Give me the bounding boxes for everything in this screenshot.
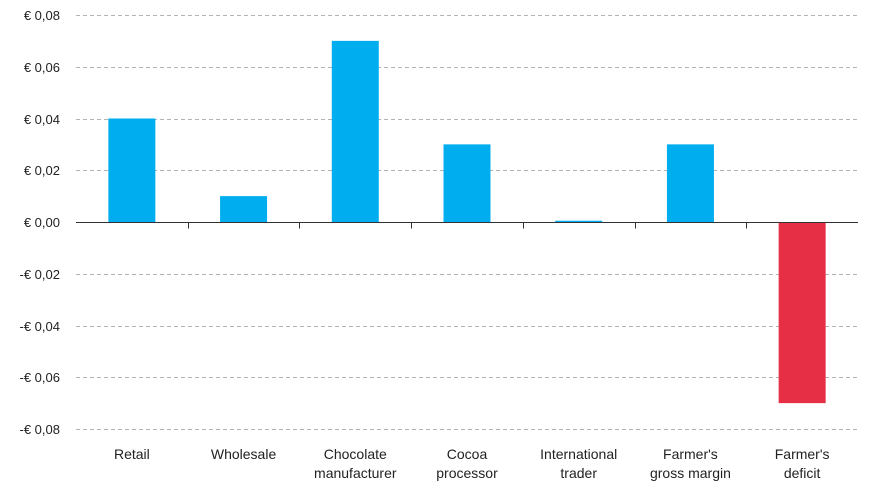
bars	[108, 40, 826, 404]
y-tick-label: € 0,00	[24, 215, 60, 230]
x-category-label: International	[540, 446, 617, 462]
bar	[108, 118, 156, 222]
bar	[778, 222, 826, 404]
x-category-label: Farmer's	[775, 446, 830, 462]
y-tick-label: € 0,06	[24, 60, 60, 75]
x-axis	[76, 222, 858, 229]
y-tick-label: -€ 0,06	[20, 370, 60, 385]
x-category-label: Wholesale	[211, 446, 277, 462]
bar	[555, 220, 603, 222]
x-category-label: gross margin	[650, 465, 731, 481]
bar	[666, 144, 714, 222]
x-category-label: processor	[436, 465, 498, 481]
x-category-label: trader	[560, 465, 597, 481]
gridlines	[76, 15, 858, 430]
x-category-label: Cocoa	[447, 446, 488, 462]
y-tick-label: -€ 0,08	[20, 422, 60, 437]
y-tick-label: -€ 0,04	[20, 319, 60, 334]
y-tick-label: -€ 0,02	[20, 267, 60, 282]
x-category-label: manufacturer	[314, 465, 397, 481]
y-tick-label: € 0,08	[24, 8, 60, 23]
bar	[331, 40, 379, 222]
bar	[220, 196, 268, 222]
y-axis-tick-labels: € 0,08 € 0,06 € 0,04 € 0,02 € 0,00 -€ 0,02 -€ …	[20, 8, 60, 437]
x-axis-category-labels: Retail Wholesale Chocolate manufacturer Coco…	[114, 446, 830, 481]
y-tick-label: € 0,04	[24, 112, 60, 127]
x-category-label: deficit	[784, 465, 821, 481]
y-tick-label: € 0,02	[24, 163, 60, 178]
x-category-label: Chocolate	[324, 446, 387, 462]
bar	[443, 144, 491, 222]
x-category-label: Farmer's	[663, 446, 718, 462]
x-category-label: Retail	[114, 446, 150, 462]
